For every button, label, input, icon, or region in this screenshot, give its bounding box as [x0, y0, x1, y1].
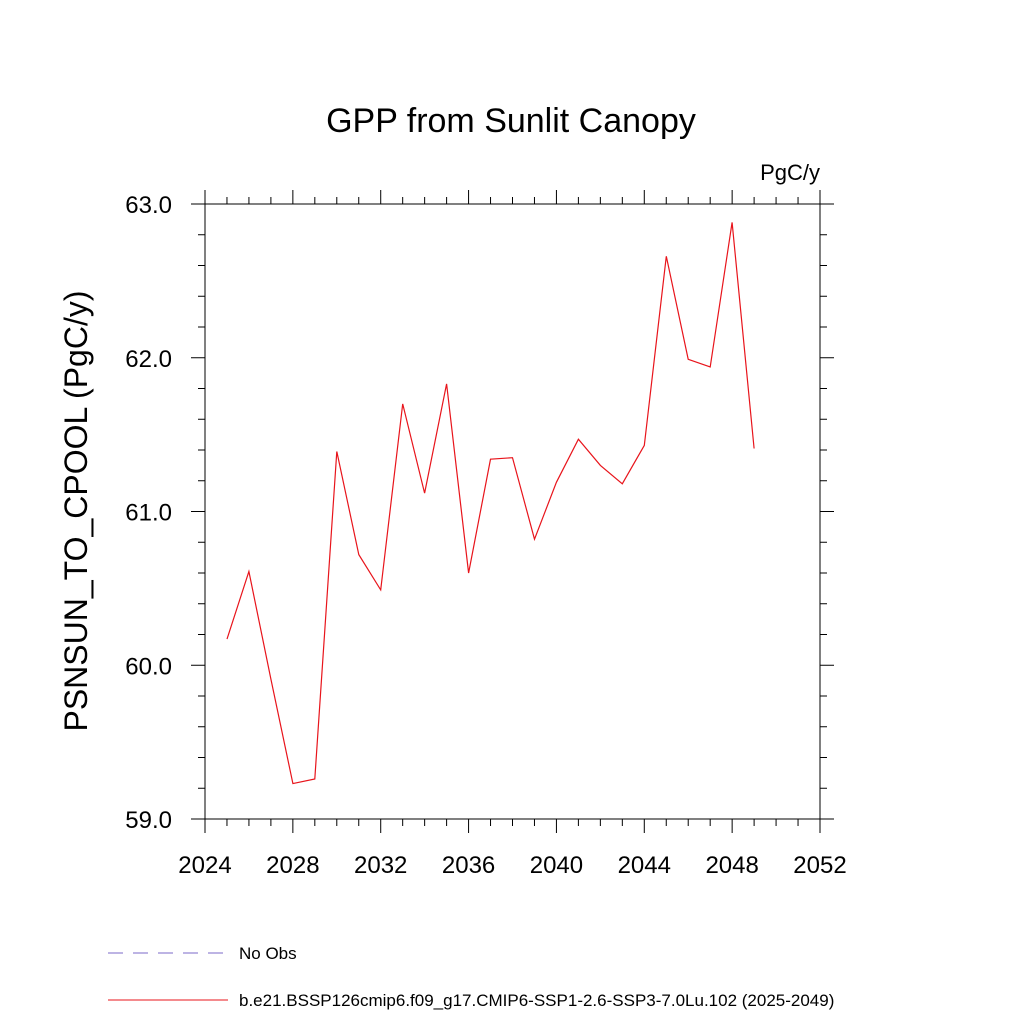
series-line [226, 222, 755, 785]
axis-ticks [191, 190, 834, 833]
y-tick-label: 62.0 [125, 346, 172, 373]
y-tick-label: 61.0 [125, 500, 172, 527]
data-point [709, 365, 712, 368]
legend-label: No Obs [239, 944, 297, 963]
data-point [247, 570, 250, 573]
data-point [445, 382, 448, 385]
data-point [335, 450, 338, 453]
series-layer [225, 221, 756, 785]
data-point [357, 553, 360, 556]
data-point [687, 358, 690, 361]
plot-frame [204, 203, 821, 820]
data-point [577, 438, 580, 441]
data-point [731, 221, 734, 224]
data-point [269, 678, 272, 681]
data-point [489, 458, 492, 461]
x-tick-label: 2036 [442, 852, 495, 879]
data-point [423, 492, 426, 495]
data-point [643, 444, 646, 447]
data-point [225, 638, 228, 641]
data-point [665, 255, 668, 258]
data-point [753, 447, 756, 450]
data-point [533, 538, 536, 541]
x-tick-label: 2040 [530, 852, 583, 879]
legend: No Obs b.e21.BSSP126cmip6.f09_g17.CMIP6-S… [108, 944, 834, 1010]
y-tick-label: 59.0 [125, 807, 172, 834]
x-tick-label: 2024 [178, 852, 231, 879]
units-label: PgC/y [760, 160, 820, 185]
data-point [401, 402, 404, 405]
legend-label: b.e21.BSSP126cmip6.f09_g17.CMIP6-SSP1-2.… [239, 991, 834, 1010]
y-tick-label: 60.0 [125, 653, 172, 680]
x-tick-label: 2032 [354, 852, 407, 879]
x-tick-label: 2044 [618, 852, 671, 879]
data-point [599, 464, 602, 467]
data-point [555, 481, 558, 484]
data-point [379, 588, 382, 591]
tick-labels: 2024 2028 2032 2036 2040 2044 2048 2052 59.0 60.0… [125, 192, 846, 879]
y-axis-label: PSNSUN_TO_CPOOL (PgC/y) [58, 291, 94, 732]
y-tick-label: 63.0 [125, 192, 172, 219]
chart-title: GPP from Sunlit Canopy [326, 102, 696, 140]
x-tick-label: 2052 [793, 852, 846, 879]
data-point [291, 782, 294, 785]
data-point [511, 456, 514, 459]
data-point [467, 572, 470, 575]
x-tick-label: 2048 [705, 852, 758, 879]
data-point [621, 482, 624, 485]
data-point [313, 778, 316, 781]
x-tick-label: 2028 [266, 852, 319, 879]
